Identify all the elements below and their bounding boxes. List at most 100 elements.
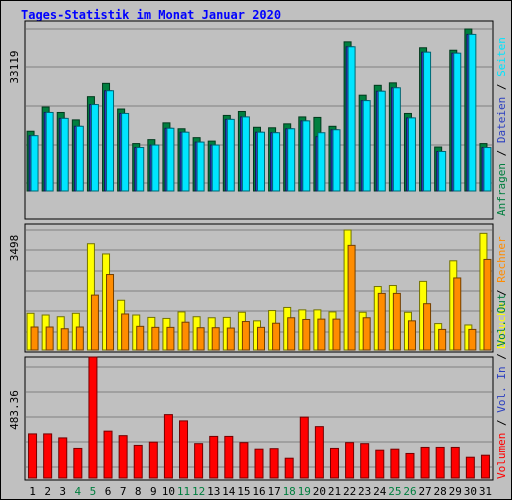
bar-rechner-day-9 xyxy=(151,326,160,351)
bar-rechner-day-30 xyxy=(468,328,477,351)
bar-volumen-day-17 xyxy=(269,448,279,479)
bar-seiten-day-18 xyxy=(287,128,296,192)
bar-rechner-day-22 xyxy=(347,244,356,351)
x-tick-label-day-14: 14 xyxy=(222,485,236,498)
x-tick-label-day-22: 22 xyxy=(343,485,356,498)
legend-entry: Rechner xyxy=(495,236,508,283)
bar-volumen-day-13 xyxy=(209,435,219,479)
bar-seiten-day-15 xyxy=(241,116,250,192)
x-tick-label-day-27: 27 xyxy=(418,485,431,498)
bar-seiten-day-30 xyxy=(468,33,477,192)
bar-rechner-day-23 xyxy=(362,317,371,351)
bar-volumen-day-24 xyxy=(375,449,385,479)
x-tick-label-day-29: 29 xyxy=(449,485,462,498)
bar-volumen-day-28 xyxy=(435,446,445,479)
bar-volumen-day-16 xyxy=(254,448,264,479)
bar-seiten-day-11 xyxy=(181,131,190,192)
bar-rechner-day-11 xyxy=(181,321,190,351)
x-tick-label-day-1: 1 xyxy=(29,485,36,498)
bar-rechner-day-4 xyxy=(75,326,84,351)
legend-entry: / xyxy=(495,413,508,433)
bar-seiten-day-12 xyxy=(196,141,205,192)
bar-rechner-day-21 xyxy=(332,318,341,351)
bar-seiten-day-9 xyxy=(151,144,160,192)
bar-rechner-day-27 xyxy=(423,303,432,351)
x-tick-label-day-11: 11 xyxy=(177,485,190,498)
bar-volumen-day-23 xyxy=(360,443,370,479)
bar-rechner-day-5 xyxy=(90,294,99,351)
bar-seiten-day-1 xyxy=(30,135,39,192)
bar-volumen-day-26 xyxy=(405,452,415,479)
panel-3-ymax-label: 483.36 xyxy=(8,390,21,430)
panel-2-legend: Besuche / Rechner xyxy=(495,236,508,349)
x-tick-label-day-6: 6 xyxy=(105,485,112,498)
bar-seiten-day-7 xyxy=(121,112,130,192)
bar-seiten-day-3 xyxy=(60,117,69,192)
legend-entry: / xyxy=(495,77,508,97)
bar-seiten-day-21 xyxy=(332,129,341,192)
x-tick-label-day-5: 5 xyxy=(90,485,97,498)
panel-1-legend: Anfragen / Dateien / Seiten xyxy=(495,37,508,216)
legend-entry: Anfragen xyxy=(495,163,508,216)
bar-seiten-day-25 xyxy=(392,87,401,192)
x-tick-label-day-19: 19 xyxy=(298,485,311,498)
bar-rechner-day-7 xyxy=(121,313,130,351)
bar-rechner-day-10 xyxy=(166,326,175,351)
bar-volumen-day-15 xyxy=(239,442,249,479)
x-tick-label-day-15: 15 xyxy=(237,485,250,498)
x-tick-label-day-3: 3 xyxy=(59,485,66,498)
x-tick-label-day-26: 26 xyxy=(403,485,416,498)
bar-rechner-day-26 xyxy=(407,320,416,351)
bar-volumen-day-18 xyxy=(284,457,294,479)
x-tick-label-day-10: 10 xyxy=(162,485,175,498)
bar-volumen-day-2 xyxy=(43,433,53,479)
bar-volumen-day-6 xyxy=(103,430,113,479)
x-tick-label-day-2: 2 xyxy=(44,485,51,498)
x-tick-label-day-4: 4 xyxy=(75,485,82,498)
bar-rechner-day-13 xyxy=(211,327,220,351)
bar-seiten-day-20 xyxy=(317,132,326,192)
bar-rechner-day-2 xyxy=(45,326,54,351)
chart-title: Tages-Statistik im Monat Januar 2020 xyxy=(21,8,282,22)
legend-entry: / xyxy=(495,347,508,367)
bar-rechner-day-18 xyxy=(287,317,296,351)
bar-volumen-day-4 xyxy=(73,447,83,479)
bar-volumen-day-10 xyxy=(163,414,173,479)
x-tick-label-day-20: 20 xyxy=(313,485,326,498)
bar-volumen-day-5 xyxy=(88,356,98,479)
x-tick-label-day-17: 17 xyxy=(267,485,280,498)
bar-rechner-day-16 xyxy=(257,326,265,351)
panel-2-ymax-label: 3498 xyxy=(8,235,21,262)
bar-volumen-day-7 xyxy=(118,435,128,479)
bar-volumen-day-30 xyxy=(465,456,475,479)
bar-volumen-day-3 xyxy=(58,437,68,479)
legend-entry: / xyxy=(495,283,508,303)
bar-rechner-day-17 xyxy=(272,322,281,351)
legend-entry: Seiten xyxy=(495,37,508,77)
legend-entry: Volumen xyxy=(495,433,508,479)
bar-volumen-day-1 xyxy=(28,433,38,479)
bar-seiten-day-13 xyxy=(211,144,220,192)
bar-seiten-day-29 xyxy=(453,52,462,192)
panel-1-ymax-label: 33119 xyxy=(8,50,21,83)
bar-volumen-day-11 xyxy=(179,420,189,479)
bar-rechner-day-25 xyxy=(392,292,401,351)
bar-rechner-day-28 xyxy=(438,328,447,351)
x-tick-label-day-30: 30 xyxy=(464,485,477,498)
bar-seiten-day-5 xyxy=(90,104,99,192)
bar-seiten-day-23 xyxy=(362,100,371,192)
x-tick-label-day-9: 9 xyxy=(150,485,157,498)
bar-seiten-day-14 xyxy=(226,118,235,192)
bar-volumen-day-29 xyxy=(450,446,460,479)
bar-rechner-day-31 xyxy=(483,258,492,351)
x-tick-label-day-21: 21 xyxy=(328,485,341,498)
bar-volumen-day-9 xyxy=(148,441,158,479)
bar-rechner-day-8 xyxy=(136,325,145,351)
bar-seiten-day-17 xyxy=(272,132,281,192)
x-tick-label-day-31: 31 xyxy=(479,485,492,498)
bar-rechner-day-6 xyxy=(106,274,115,351)
bar-seiten-day-8 xyxy=(136,147,145,192)
x-tick-label-day-13: 13 xyxy=(207,485,220,498)
x-tick-label-day-25: 25 xyxy=(388,485,401,498)
